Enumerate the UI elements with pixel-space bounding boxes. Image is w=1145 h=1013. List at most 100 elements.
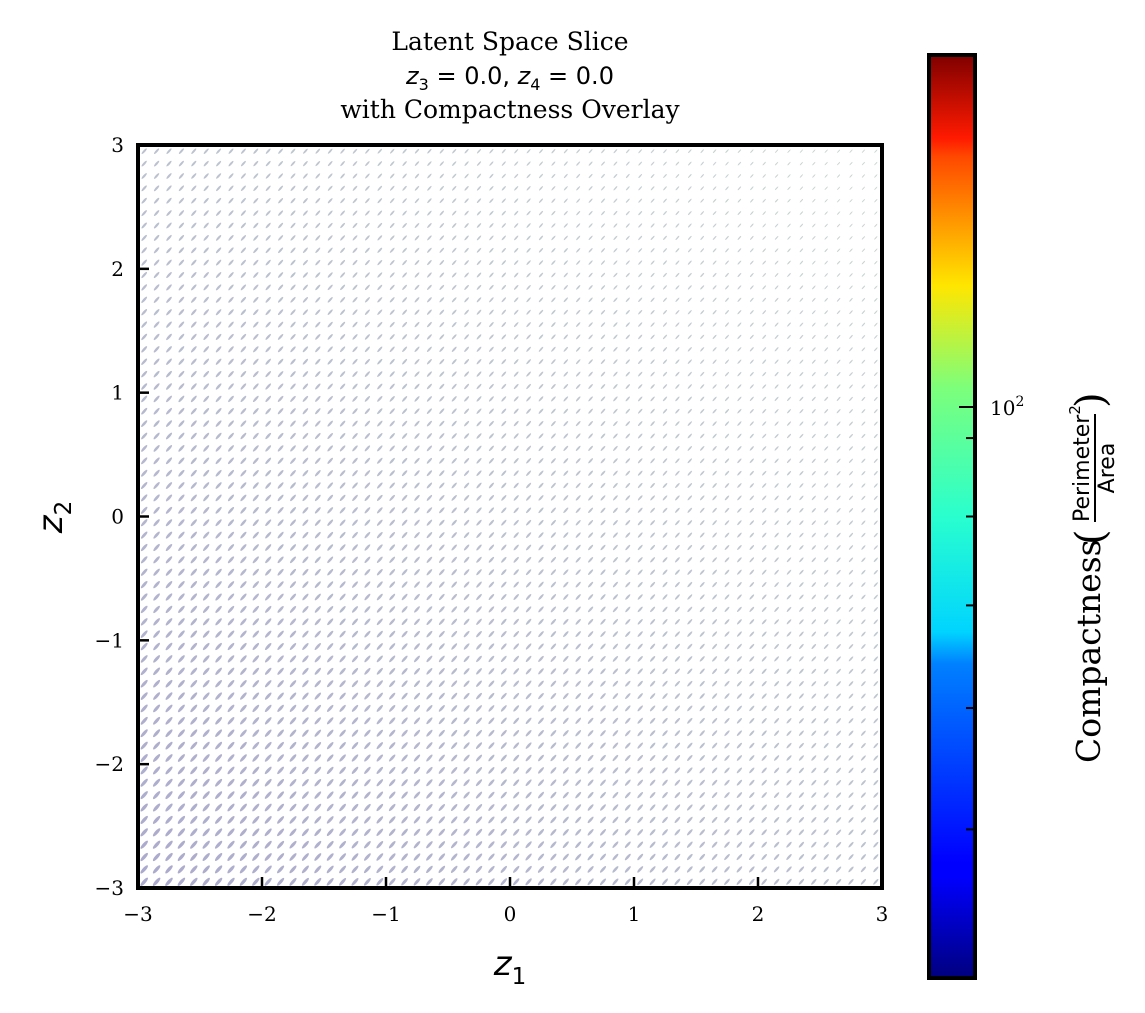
latent-glyph	[153, 593, 160, 601]
latent-glyph	[215, 432, 222, 440]
latent-glyph	[302, 457, 309, 464]
latent-glyph	[140, 531, 148, 539]
latent-glyph	[625, 408, 631, 414]
latent-glyph	[587, 742, 594, 749]
latent-glyph	[724, 582, 730, 588]
latent-glyph	[687, 297, 692, 302]
latent-glyph	[787, 186, 791, 191]
latent-glyph	[612, 754, 619, 762]
latent-glyph	[264, 704, 272, 713]
latent-glyph	[612, 594, 618, 600]
latent-glyph	[799, 260, 804, 265]
latent-glyph	[551, 223, 556, 228]
latent-glyph	[513, 865, 520, 873]
latent-glyph	[873, 804, 879, 811]
latent-glyph	[674, 878, 681, 886]
latent-glyph	[650, 544, 656, 551]
latent-glyph	[725, 248, 729, 253]
latent-glyph	[612, 816, 619, 824]
latent-glyph	[439, 532, 445, 539]
latent-glyph	[141, 309, 148, 316]
latent-glyph	[588, 421, 593, 427]
latent-glyph	[688, 186, 692, 191]
latent-glyph	[612, 841, 619, 848]
latent-glyph	[290, 210, 296, 216]
latent-glyph	[388, 816, 396, 824]
latent-glyph	[811, 384, 816, 389]
latent-glyph	[227, 506, 235, 514]
latent-glyph	[613, 260, 618, 265]
latent-glyph	[140, 754, 148, 762]
latent-glyph	[637, 841, 644, 848]
latent-glyph	[451, 433, 457, 439]
latent-glyph	[650, 408, 655, 414]
latent-glyph	[799, 322, 804, 327]
latent-glyph	[588, 569, 594, 576]
latent-glyph	[711, 841, 718, 848]
latent-glyph	[376, 692, 383, 700]
latent-glyph	[351, 593, 359, 601]
colorbar-tick-base: 10	[990, 396, 1015, 420]
latent-glyph	[377, 346, 383, 353]
latent-glyph	[749, 582, 755, 588]
latent-glyph	[277, 395, 284, 402]
latent-glyph	[351, 828, 359, 837]
latent-glyph	[327, 667, 334, 675]
latent-glyph	[836, 495, 841, 501]
latent-glyph	[351, 754, 359, 762]
latent-glyph	[811, 841, 817, 848]
latent-glyph	[426, 346, 432, 353]
latent-glyph	[315, 173, 321, 179]
latent-glyph	[265, 445, 272, 452]
latent-glyph	[613, 482, 618, 489]
x-tick-label: −3	[123, 902, 152, 926]
latent-glyph	[687, 198, 692, 203]
latent-glyph	[861, 569, 866, 575]
latent-glyph	[327, 272, 333, 278]
latent-glyph	[339, 643, 346, 650]
latent-glyph	[190, 704, 198, 713]
latent-glyph	[178, 296, 185, 303]
latent-glyph	[402, 260, 407, 266]
latent-glyph	[538, 569, 544, 576]
latent-glyph	[302, 717, 309, 725]
latent-glyph	[662, 754, 668, 762]
latent-glyph	[861, 693, 866, 699]
latent-glyph	[278, 173, 284, 179]
latent-glyph	[861, 199, 865, 203]
latent-glyph	[836, 433, 841, 439]
latent-glyph	[413, 692, 421, 700]
latent-glyph	[525, 779, 532, 787]
latent-glyph	[799, 297, 804, 302]
latent-glyph	[711, 816, 718, 823]
latent-glyph	[314, 877, 322, 886]
latent-glyph	[526, 210, 531, 216]
latent-glyph	[264, 877, 272, 886]
latent-glyph	[550, 556, 557, 563]
latent-glyph	[439, 173, 444, 179]
latent-glyph	[153, 667, 161, 676]
latent-glyph	[476, 173, 482, 179]
latent-glyph	[711, 792, 718, 799]
latent-glyph	[687, 470, 693, 476]
latent-glyph	[550, 754, 557, 762]
latent-glyph	[265, 494, 272, 502]
latent-glyph	[637, 606, 643, 613]
latent-glyph	[215, 482, 222, 489]
latent-glyph	[327, 606, 334, 613]
latent-glyph	[476, 593, 482, 601]
latent-glyph	[377, 334, 383, 340]
latent-glyph	[600, 618, 606, 625]
latent-glyph	[550, 581, 557, 588]
latent-glyph	[699, 606, 705, 613]
latent-glyph	[563, 495, 569, 501]
latent-glyph	[513, 544, 519, 551]
latent-glyph	[848, 755, 854, 761]
latent-glyph	[426, 371, 432, 377]
latent-glyph	[376, 729, 383, 737]
latent-glyph	[687, 594, 693, 600]
latent-glyph	[364, 272, 370, 278]
latent-glyph	[736, 693, 742, 699]
latent-glyph	[612, 643, 619, 650]
latent-glyph	[674, 619, 680, 625]
